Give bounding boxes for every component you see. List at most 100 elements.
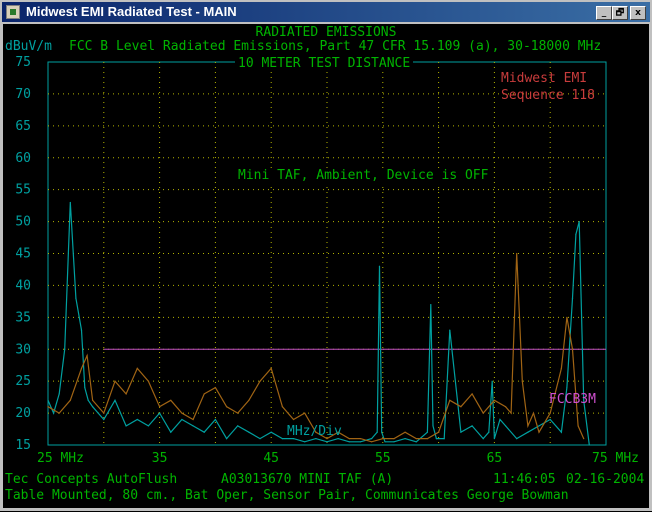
data-point xyxy=(203,393,205,395)
close-button[interactable]: x xyxy=(630,6,646,20)
window-title: Midwest EMI Radiated Test - MAIN xyxy=(26,4,237,19)
data-point xyxy=(449,329,451,331)
footer-software: Tec Concepts AutoFlush xyxy=(5,472,178,487)
data-point xyxy=(348,438,350,440)
company-label: Midwest EMI xyxy=(501,71,588,86)
data-point xyxy=(532,412,535,414)
restore-button[interactable]: 🗗 xyxy=(612,6,628,20)
data-point xyxy=(566,386,568,389)
data-point xyxy=(493,399,495,401)
data-point xyxy=(58,412,60,414)
y-tick-label: 55 xyxy=(15,183,31,198)
y-tick-label: 65 xyxy=(15,119,31,134)
y-tick-label: 35 xyxy=(15,310,31,325)
data-point xyxy=(566,316,568,318)
data-point xyxy=(69,399,71,401)
data-point xyxy=(259,438,261,440)
footer-setup: Table Mounted, 80 cm., Bat Oper, Sensor … xyxy=(5,488,569,503)
title-bar[interactable]: Midwest EMI Radiated Test - MAIN _ 🗗 x xyxy=(2,2,650,22)
data-point xyxy=(471,425,473,427)
app-icon[interactable] xyxy=(6,5,20,19)
data-point xyxy=(181,418,183,421)
data-point xyxy=(371,438,373,440)
data-point xyxy=(125,425,127,427)
data-point xyxy=(304,441,306,443)
data-point xyxy=(578,220,580,223)
data-point xyxy=(270,431,272,433)
x-tick-label: 35 xyxy=(152,451,168,466)
data-point xyxy=(259,380,261,382)
y-tick-label: 25 xyxy=(15,374,31,389)
data-point xyxy=(304,412,306,414)
data-point xyxy=(560,367,562,369)
data-point xyxy=(438,431,440,433)
data-point xyxy=(125,393,127,395)
data-point xyxy=(549,412,551,414)
data-point xyxy=(378,265,381,267)
data-point xyxy=(538,425,540,427)
data-point xyxy=(92,399,94,401)
data-point xyxy=(84,386,86,389)
data-point xyxy=(97,412,99,414)
data-point xyxy=(270,367,272,369)
y-tick-label: 20 xyxy=(15,406,31,421)
data-point xyxy=(527,425,529,427)
data-point xyxy=(504,425,507,427)
data-point xyxy=(348,441,350,443)
data-point xyxy=(381,431,383,433)
data-point xyxy=(376,431,378,433)
data-point xyxy=(147,425,150,427)
data-point xyxy=(292,418,295,421)
data-point xyxy=(159,412,161,414)
y-tick-label: 40 xyxy=(15,278,31,293)
data-point xyxy=(371,441,373,443)
data-point xyxy=(315,431,317,433)
data-point xyxy=(359,438,362,440)
data-point xyxy=(114,399,116,401)
data-point xyxy=(443,438,445,440)
data-point xyxy=(214,418,216,421)
sequence-label: Sequence 118 xyxy=(501,88,595,103)
data-point xyxy=(214,386,216,389)
data-point xyxy=(225,406,228,408)
data-point xyxy=(80,329,83,331)
data-point xyxy=(538,431,540,433)
data-point xyxy=(92,406,94,408)
data-point xyxy=(449,399,451,401)
chart-subtitle: FCC B Level Radiated Emissions, Part 47 … xyxy=(69,39,602,54)
minimize-button[interactable]: _ xyxy=(596,6,612,20)
data-point xyxy=(430,303,432,306)
data-point xyxy=(491,380,493,382)
data-point xyxy=(75,297,77,299)
data-point xyxy=(435,438,437,440)
data-point xyxy=(382,438,384,440)
x-tick-labels: 25 MHz 35 45 55 65 75 MHz xyxy=(37,451,639,466)
data-point xyxy=(583,399,585,401)
data-point xyxy=(510,412,512,414)
data-point xyxy=(181,412,183,414)
x-tick-label: 65 xyxy=(487,451,503,466)
series-line-1 xyxy=(47,202,590,446)
data-point xyxy=(460,431,462,433)
data-point xyxy=(577,425,579,427)
y-unit-label: dBuV/m xyxy=(5,39,52,54)
data-point xyxy=(471,393,473,395)
y-tick-label: 15 xyxy=(15,438,31,453)
data-point xyxy=(159,406,161,408)
chart-grid xyxy=(47,61,607,446)
emissions-chart: 15 20 25 30 35 40 45 50 55 60 65 70 75 25 MHz 35 45 55 6… xyxy=(15,55,639,466)
data-point xyxy=(47,406,49,408)
data-point xyxy=(482,438,484,440)
data-point xyxy=(326,441,328,443)
data-point xyxy=(103,418,105,421)
data-point xyxy=(359,441,362,443)
data-point xyxy=(393,441,395,443)
limit-label: FCCB3M xyxy=(549,392,596,407)
data-point xyxy=(281,438,283,440)
y-tick-label: 50 xyxy=(15,215,31,230)
x-tick-label: 45 xyxy=(263,451,279,466)
data-point xyxy=(337,431,339,433)
data-point xyxy=(69,201,71,204)
data-point xyxy=(281,406,283,408)
data-point xyxy=(86,355,88,357)
